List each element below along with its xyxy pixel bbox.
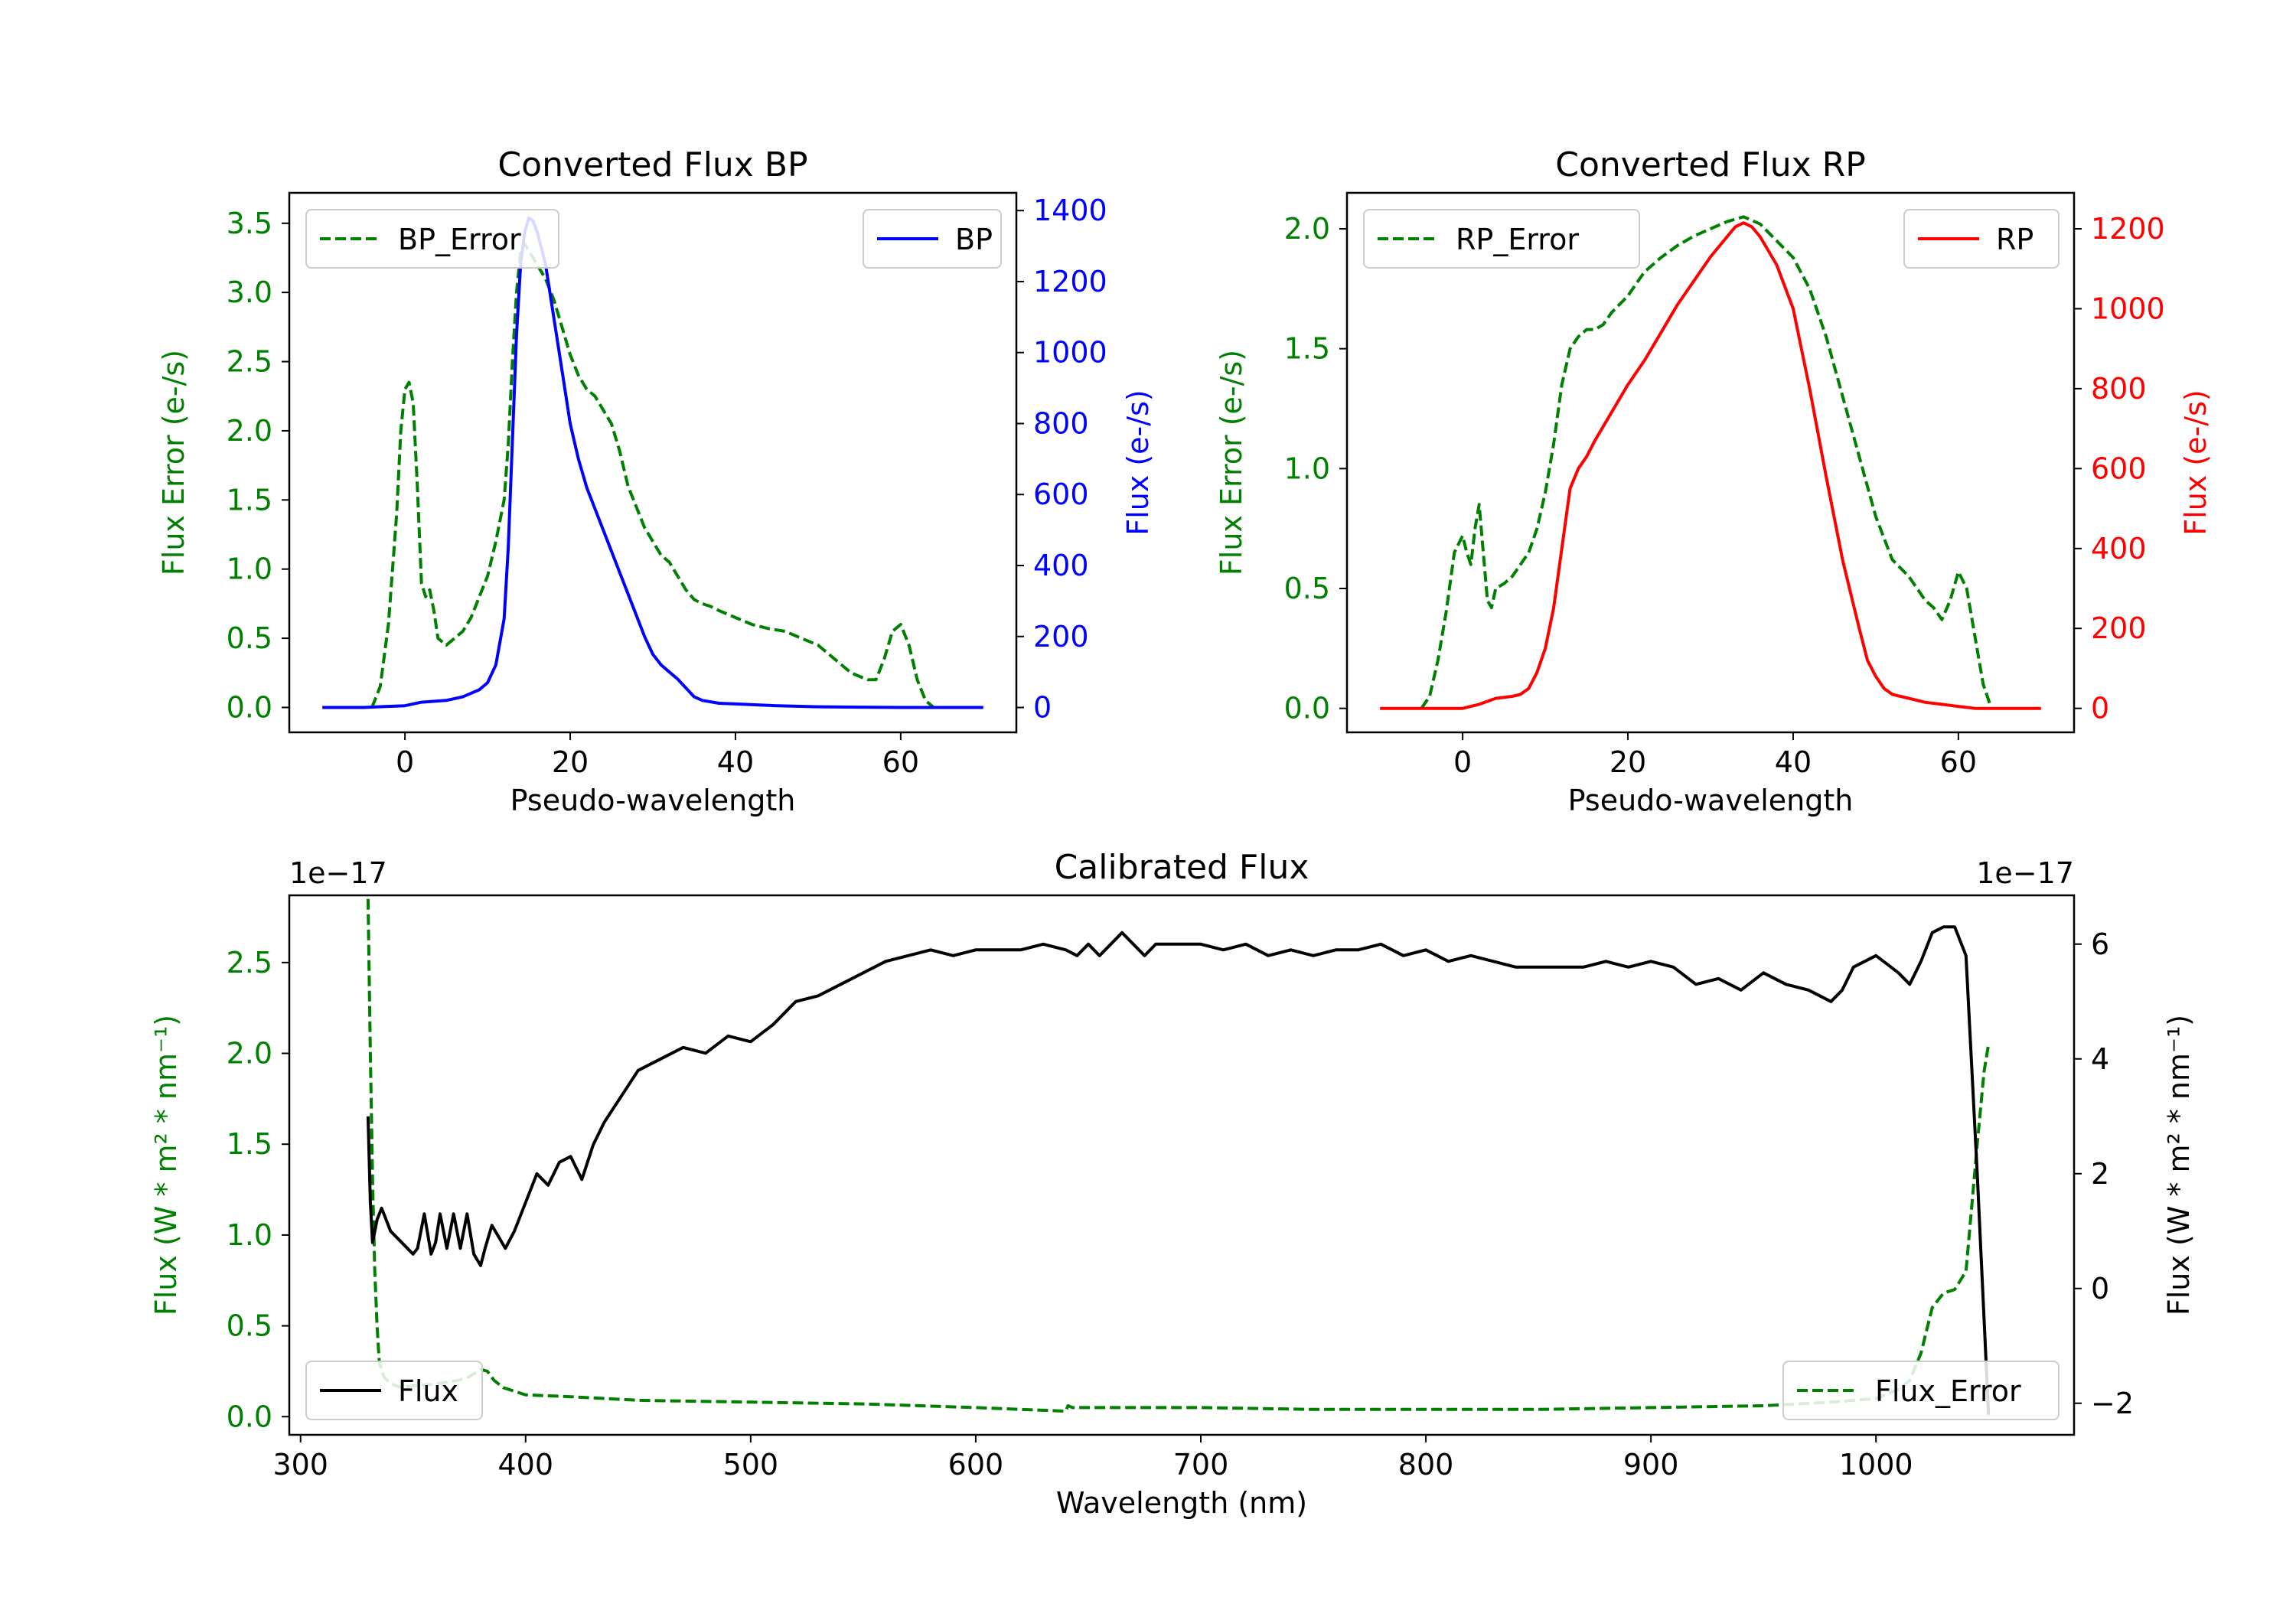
legend-label: BP	[955, 223, 993, 256]
y-left-tick-label: 1.5	[227, 483, 272, 517]
y-left-offset-text: 1e−17	[289, 856, 387, 890]
chart-title: Calibrated Flux	[1055, 848, 1309, 887]
chart-title: Converted Flux RP	[1555, 145, 1866, 184]
y-right-tick-label: 400	[1033, 549, 1089, 582]
y-right-tick-label: 1200	[1033, 265, 1107, 298]
y-right-tick-label: 400	[2091, 532, 2147, 566]
y-left-tick-label: 1.0	[227, 1218, 272, 1252]
legend-label: RP_Error	[1456, 223, 1579, 256]
y-left-tick-label: 3.5	[227, 207, 272, 240]
y-right-tick-label: 0	[2091, 1272, 2109, 1305]
chart-panel-2: 0 20 40 60 0.0 0.5 1.0 1.5 2.0 0 200 400 600 800 1000 1…	[1215, 145, 2213, 817]
y-right-tick-label: 2	[2091, 1157, 2109, 1191]
y-right-tick-label: 200	[1033, 620, 1089, 654]
y-left-axis-label: Flux Error (e-/s)	[157, 350, 191, 575]
axes-frame	[1345, 191, 2076, 734]
y-right-tick-label: 800	[2091, 372, 2147, 406]
series-line-flux	[366, 925, 1991, 1415]
y-right-tick-label: 0	[2091, 692, 2109, 725]
series-line-rp-error	[1420, 215, 1993, 709]
y-right-tick-label: 1200	[2091, 212, 2165, 246]
y-left-tick-label: 0.5	[227, 1309, 272, 1343]
y-left-tick-label: 2.5	[227, 946, 272, 980]
x-tick-label: 800	[1398, 1448, 1454, 1482]
y-left-tick-label: 1.0	[227, 553, 272, 586]
x-tick-label: 1000	[1839, 1448, 1913, 1482]
x-tick-label: 40	[1775, 745, 1812, 779]
x-tick-label: 400	[498, 1448, 554, 1482]
y-left-tick-label: 1.0	[1284, 451, 1330, 485]
y-left-tick-label: 2.0	[1284, 212, 1330, 246]
y-right-offset-text: 1e−17	[1976, 856, 2074, 890]
y-left-tick-label: 2.5	[227, 345, 272, 379]
series-line-flux-error	[366, 898, 1991, 1413]
chart-panel-3: 300 400 500 600 700 800 900 1000 0.0 0.5 1.0 1.5 2.0…	[149, 848, 2196, 1520]
x-tick-label: 300	[272, 1448, 328, 1482]
x-tick-label: 600	[948, 1448, 1004, 1482]
y-right-tick-label: 200	[2091, 611, 2147, 645]
x-axis-label: Pseudo-wavelength	[1568, 784, 1854, 817]
y-right-tick-label: 1400	[1033, 194, 1107, 227]
x-tick-label: 20	[552, 745, 589, 779]
legend-label: Flux	[398, 1374, 458, 1408]
x-tick-label: 60	[882, 745, 919, 779]
y-left-tick-label: 0.0	[1284, 692, 1330, 725]
y-left-axis-label: Flux Error (e-/s)	[1215, 350, 1248, 575]
legend-label: RP	[1996, 223, 2033, 256]
series-line-rp	[1380, 221, 2041, 710]
y-right-tick-label: 1000	[2091, 292, 2165, 325]
x-tick-label: 60	[1940, 745, 1977, 779]
y-right-axis-label: Flux (e-/s)	[1121, 390, 1155, 535]
x-tick-label: 500	[723, 1448, 779, 1482]
x-tick-label: 700	[1173, 1448, 1229, 1482]
legend-bp-error: BP_Error	[305, 209, 559, 269]
x-tick-label: 40	[717, 745, 754, 779]
y-right-tick-label: 1000	[1033, 336, 1107, 370]
y-right-tick-label: −2	[2091, 1387, 2134, 1420]
axes-frame	[288, 191, 1018, 734]
y-left-tick-label: 1.5	[227, 1127, 272, 1161]
y-right-axis-label: Flux (W * m² * nm⁻¹)	[2162, 1015, 2196, 1315]
legend-rp: RP	[1903, 209, 2060, 269]
axes-frame	[288, 894, 2076, 1436]
x-tick-label: 0	[396, 745, 414, 779]
y-right-tick-label: 0	[1033, 691, 1052, 725]
y-left-tick-label: 0.5	[1284, 572, 1330, 605]
chart-title: Converted Flux BP	[497, 145, 807, 184]
x-axis-label: Wavelength (nm)	[1056, 1486, 1307, 1520]
series-line-bp-error	[370, 242, 935, 709]
series-line-bp	[322, 216, 983, 709]
y-left-tick-label: 1.5	[1284, 332, 1330, 366]
y-left-axis-label: Flux (W * m² * nm⁻¹)	[149, 1015, 183, 1315]
y-right-tick-label: 6	[2091, 927, 2109, 961]
y-left-tick-label: 2.0	[227, 1037, 272, 1071]
legend-label: Flux_Error	[1875, 1374, 2021, 1408]
y-right-tick-label: 4	[2091, 1042, 2109, 1076]
x-axis-label: Pseudo-wavelength	[510, 784, 796, 817]
y-left-tick-label: 0.5	[227, 621, 272, 655]
x-tick-label: 20	[1609, 745, 1646, 779]
legend-bp: BP	[863, 209, 1002, 269]
chart-panel-1: 0 20 40 60 0.0 0.5 1.0 1.5 2.0 2.5 3.0 3.5 0 200 400 60…	[157, 145, 1155, 817]
legend-label: BP_Error	[398, 223, 521, 256]
y-right-tick-label: 800	[1033, 406, 1089, 440]
y-right-axis-label: Flux (e-/s)	[2179, 390, 2213, 535]
y-left-tick-label: 0.0	[227, 690, 272, 724]
legend-rp-error: RP_Error	[1363, 209, 1640, 269]
y-right-tick-label: 600	[2091, 451, 2147, 485]
x-tick-label: 0	[1453, 745, 1472, 779]
y-left-tick-label: 2.0	[227, 414, 272, 448]
legend-flux-error: Flux_Error	[1782, 1361, 2060, 1420]
y-left-tick-label: 3.0	[227, 275, 272, 309]
legend-flux: Flux	[305, 1361, 483, 1420]
y-left-tick-label: 0.0	[227, 1400, 272, 1433]
x-tick-label: 900	[1623, 1448, 1679, 1482]
y-right-tick-label: 600	[1033, 478, 1089, 511]
